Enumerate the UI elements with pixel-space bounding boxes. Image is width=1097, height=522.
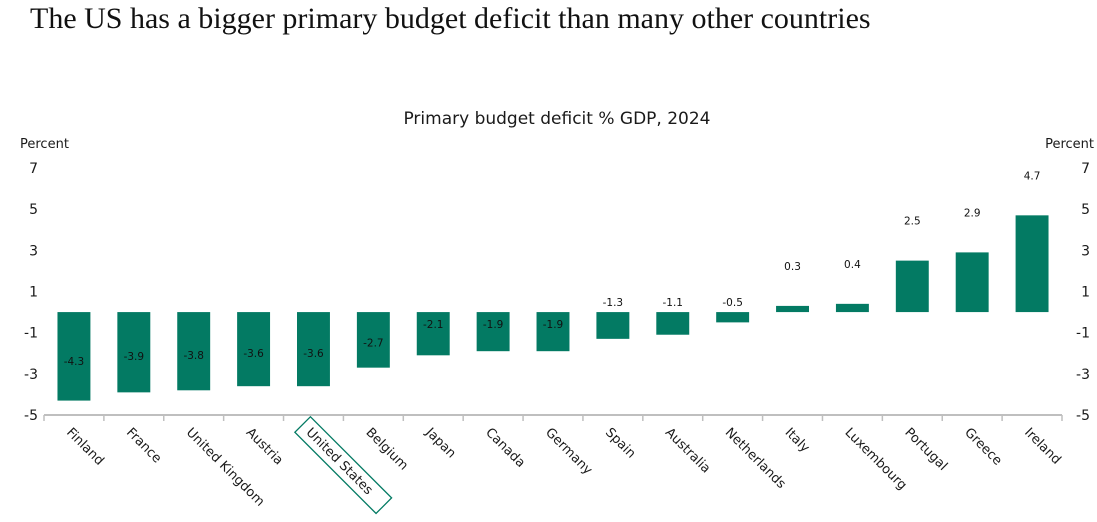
data-label: -3.9 xyxy=(124,351,145,363)
bar-ireland xyxy=(1015,215,1049,313)
bar-greece xyxy=(955,252,989,313)
x-category-group: Spain xyxy=(602,425,638,461)
y-tick-label-right: -1 xyxy=(1076,326,1090,342)
x-category-label: Netherlands xyxy=(722,425,789,492)
x-category-group: Italy xyxy=(782,425,813,456)
bar-canada xyxy=(476,312,510,352)
x-category-group: Australia xyxy=(662,425,713,476)
x-category-label: Austria xyxy=(243,425,286,468)
x-category-label: Luxembourg xyxy=(842,425,910,493)
bar-luxembourg xyxy=(835,303,869,313)
bar-united-kingdom xyxy=(177,312,211,391)
data-label: 0.4 xyxy=(844,259,861,271)
y-tick-label-right: -5 xyxy=(1076,408,1090,424)
y-tick-label-left: -5 xyxy=(24,408,38,424)
x-category-group: France xyxy=(123,425,164,466)
bar-japan xyxy=(416,312,450,356)
bar-australia xyxy=(656,312,690,335)
x-category-group: Finland xyxy=(63,425,106,468)
y-tick-label-left: -1 xyxy=(24,326,38,342)
x-category-group: Luxembourg xyxy=(842,425,910,493)
data-label: -3.8 xyxy=(183,350,204,362)
y-tick-label-right: 5 xyxy=(1081,202,1090,218)
data-label: 2.9 xyxy=(964,207,981,219)
bar-finland xyxy=(57,312,91,401)
y-tick-label-left: 1 xyxy=(29,285,38,301)
x-category-group: Canada xyxy=(482,425,528,471)
x-category-group: Belgium xyxy=(363,425,411,473)
x-category-group: Portugal xyxy=(901,425,950,474)
data-label: -2.7 xyxy=(363,338,384,350)
x-category-label: Canada xyxy=(482,425,528,471)
bar-germany xyxy=(536,312,570,352)
data-label: -3.6 xyxy=(303,348,324,360)
data-label: 2.5 xyxy=(904,216,921,228)
x-category-label: Spain xyxy=(602,425,638,461)
y-tick-label-left: 5 xyxy=(29,202,38,218)
bar-italy xyxy=(776,305,809,313)
x-category-label: Japan xyxy=(422,425,459,462)
bar-netherlands xyxy=(716,312,750,323)
data-label: -2.1 xyxy=(423,319,444,331)
x-category-group: Austria xyxy=(243,425,286,468)
y-tick-label-left: 3 xyxy=(29,243,38,259)
x-category-label: Germany xyxy=(542,425,595,478)
x-category-group: Netherlands xyxy=(722,425,789,492)
x-category-group: Greece xyxy=(961,425,1004,468)
x-category-group: Japan xyxy=(422,425,459,462)
data-label: -1.1 xyxy=(663,297,684,309)
y-tick-label-left: 7 xyxy=(29,161,38,177)
y-tick-label-right: 1 xyxy=(1081,285,1090,301)
data-label: -1.3 xyxy=(603,297,624,309)
x-category-group: Ireland xyxy=(1021,425,1063,467)
x-category-label: Finland xyxy=(63,425,106,468)
data-label: -3.6 xyxy=(243,348,264,360)
chart-title: Primary budget deficit % GDP, 2024 xyxy=(403,109,710,129)
x-category-label: Belgium xyxy=(363,425,411,473)
x-category-label: Ireland xyxy=(1021,425,1063,467)
y-axis-label-right: Percent xyxy=(1045,137,1094,152)
data-label: 4.7 xyxy=(1024,170,1041,182)
data-label: -4.3 xyxy=(64,356,85,368)
bar-belgium xyxy=(356,312,390,368)
x-category-label: Australia xyxy=(662,425,713,476)
bar-portugal xyxy=(895,260,929,313)
y-axis-label-left: Percent xyxy=(20,137,69,152)
y-tick-label-left: -3 xyxy=(24,367,38,383)
x-category-label: Greece xyxy=(961,425,1004,468)
highlight-box xyxy=(293,415,393,515)
data-label: -1.9 xyxy=(543,319,564,331)
y-tick-label-right: -3 xyxy=(1076,367,1090,383)
bar-united-states xyxy=(297,312,330,387)
data-label: 0.3 xyxy=(784,261,801,273)
y-tick-label-right: 7 xyxy=(1081,161,1090,177)
x-category-group: Germany xyxy=(542,425,595,478)
x-category-label: Portugal xyxy=(901,425,950,474)
data-label: -0.5 xyxy=(722,297,743,309)
bar-france xyxy=(117,312,151,393)
bar-spain xyxy=(596,312,630,339)
y-tick-label-right: 3 xyxy=(1081,243,1090,259)
x-category-label: Italy xyxy=(782,425,813,456)
bar-austria xyxy=(237,312,271,387)
data-label: -1.9 xyxy=(483,319,504,331)
headline: The US has a bigger primary budget defic… xyxy=(30,2,871,35)
x-category-label: France xyxy=(123,425,164,466)
